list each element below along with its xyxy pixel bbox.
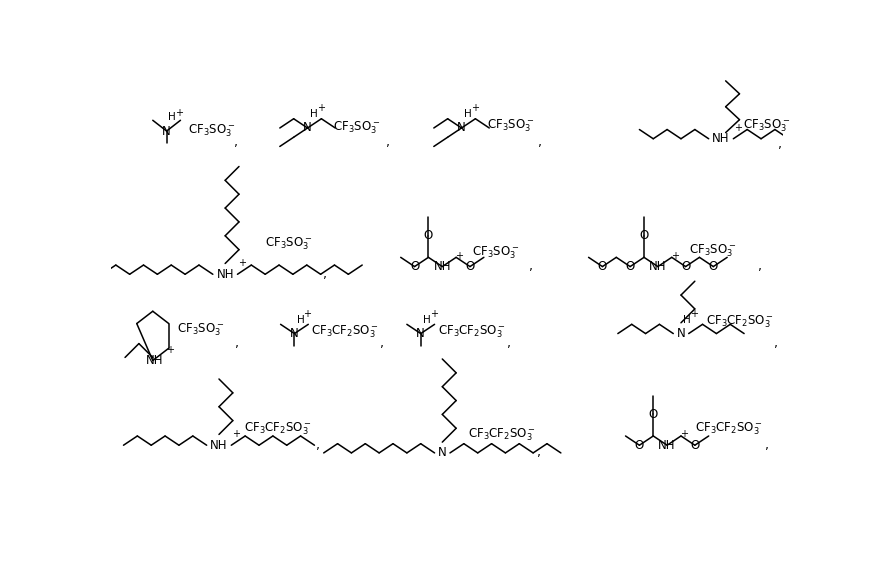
Text: CF$_3$SO$_3^-$: CF$_3$SO$_3^-$ — [487, 117, 534, 134]
Text: CF$_3$CF$_2$SO$_3^-$: CF$_3$CF$_2$SO$_3^-$ — [705, 314, 773, 331]
Text: +: + — [238, 259, 246, 268]
Text: +: + — [166, 345, 174, 355]
Text: NH: NH — [712, 132, 730, 145]
Text: H: H — [296, 315, 304, 325]
Text: CF$_3$CF$_2$SO$_3^-$: CF$_3$CF$_2$SO$_3^-$ — [243, 420, 311, 436]
Text: H: H — [310, 109, 317, 119]
Text: O: O — [649, 408, 657, 421]
Text: O: O — [681, 260, 691, 273]
Text: N: N — [416, 327, 425, 340]
Text: +: + — [690, 308, 698, 319]
Text: CF$_3$CF$_2$SO$_3^-$: CF$_3$CF$_2$SO$_3^-$ — [438, 323, 506, 340]
Text: O: O — [410, 260, 419, 273]
Text: +: + — [303, 308, 311, 319]
Text: NH: NH — [216, 268, 234, 281]
Text: N: N — [162, 125, 171, 138]
Text: O: O — [639, 229, 649, 242]
Text: ,: , — [235, 337, 240, 350]
Text: ,: , — [324, 268, 327, 281]
Text: ,: , — [538, 136, 542, 149]
Text: ,: , — [234, 136, 238, 149]
Text: ,: , — [778, 139, 781, 152]
Text: CF$_3$CF$_2$SO$_3^-$: CF$_3$CF$_2$SO$_3^-$ — [695, 420, 763, 436]
Text: ,: , — [537, 447, 542, 460]
Text: NH: NH — [658, 439, 676, 452]
Text: NH: NH — [210, 439, 228, 452]
Text: CF$_3$SO$_3^-$: CF$_3$SO$_3^-$ — [265, 235, 312, 252]
Text: H: H — [423, 315, 431, 325]
Text: +: + — [734, 123, 742, 133]
Text: ,: , — [507, 337, 510, 350]
Text: ,: , — [758, 260, 761, 273]
Text: O: O — [424, 229, 433, 242]
Text: CF$_3$SO$_3^-$: CF$_3$SO$_3^-$ — [472, 245, 519, 261]
Text: O: O — [709, 260, 718, 273]
Text: +: + — [232, 430, 240, 439]
Text: H: H — [464, 109, 472, 119]
Text: N: N — [303, 122, 312, 135]
Text: N: N — [438, 447, 446, 460]
Text: CF$_3$SO$_3^-$: CF$_3$SO$_3^-$ — [743, 117, 790, 134]
Text: +: + — [455, 251, 463, 261]
Text: +: + — [471, 103, 479, 113]
Text: CF$_3$CF$_2$SO$_3^-$: CF$_3$CF$_2$SO$_3^-$ — [311, 323, 379, 340]
Text: NH: NH — [433, 260, 451, 273]
Text: H: H — [168, 112, 176, 122]
Text: CF$_3$SO$_3^-$: CF$_3$SO$_3^-$ — [333, 120, 380, 136]
Text: CF$_3$SO$_3^-$: CF$_3$SO$_3^-$ — [689, 243, 736, 259]
Text: N: N — [457, 122, 466, 135]
Text: ,: , — [528, 260, 533, 273]
Text: N: N — [677, 327, 685, 340]
Text: NH: NH — [649, 260, 666, 273]
Text: ,: , — [774, 337, 779, 350]
Text: ,: , — [316, 439, 319, 452]
Text: O: O — [635, 439, 644, 452]
Text: CF$_3$SO$_3^-$: CF$_3$SO$_3^-$ — [188, 123, 235, 139]
Text: ,: , — [386, 136, 391, 149]
Text: H: H — [684, 315, 691, 325]
Text: CF$_3$SO$_3^-$: CF$_3$SO$_3^-$ — [177, 321, 225, 338]
Text: +: + — [680, 430, 688, 439]
Text: O: O — [598, 260, 607, 273]
Text: CF$_3$CF$_2$SO$_3^-$: CF$_3$CF$_2$SO$_3^-$ — [467, 426, 535, 443]
Text: N: N — [290, 327, 299, 340]
Text: ,: , — [380, 337, 385, 350]
Text: O: O — [691, 439, 699, 452]
Text: ,: , — [766, 439, 769, 452]
Text: O: O — [466, 260, 474, 273]
Text: +: + — [430, 308, 438, 319]
Text: +: + — [175, 108, 183, 118]
Text: +: + — [317, 103, 324, 113]
Text: +: + — [671, 251, 678, 261]
Text: NH: NH — [146, 354, 163, 367]
Text: O: O — [625, 260, 635, 273]
